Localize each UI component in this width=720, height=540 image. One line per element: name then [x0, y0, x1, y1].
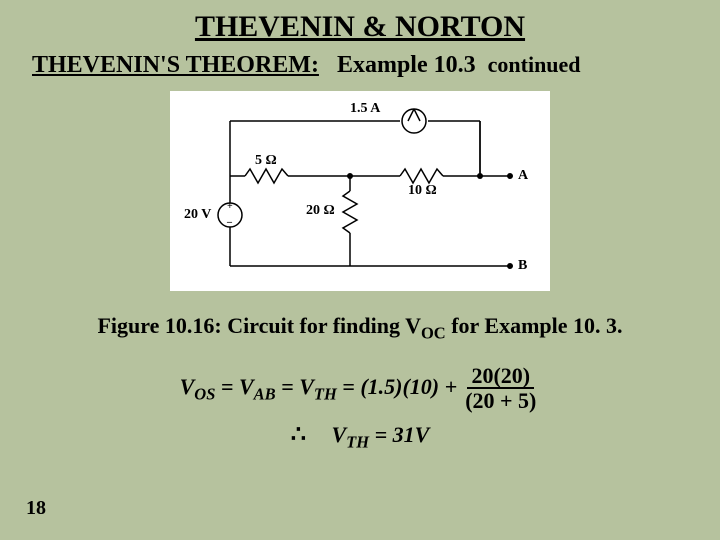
a-label: A	[518, 168, 528, 184]
caption-sub: OC	[421, 323, 446, 342]
v3: V	[299, 374, 314, 399]
v2: V	[239, 374, 254, 399]
circuit-svg	[170, 91, 550, 291]
subtitle: THEVENIN'S THEOREM: Example 10.3 continu…	[0, 44, 720, 79]
figure-caption: Figure 10.16: Circuit for finding VOC fo…	[0, 313, 720, 343]
eq-sign-1: =	[221, 374, 239, 399]
page-title: THEVENIN & NORTON	[0, 0, 720, 44]
caption-pre: Figure 10.16: Circuit for finding V	[97, 313, 421, 338]
equation-1: VOS = VAB = VTH = (1.5)(10) + 20(20) (20…	[100, 365, 620, 413]
equations: VOS = VAB = VTH = (1.5)(10) + 20(20) (20…	[100, 365, 620, 452]
frac-top: 20(20)	[467, 365, 534, 389]
theorem-label: THEVENIN'S THEOREM:	[32, 52, 319, 78]
vs-label: 20 V	[184, 207, 211, 223]
th-sub-2: TH	[346, 432, 369, 451]
r2-label: 20 Ω	[306, 203, 335, 219]
continued-label: continued	[488, 52, 581, 77]
r3-label: 10 Ω	[408, 183, 437, 199]
os-sub: OS	[194, 385, 215, 404]
th-sub: TH	[314, 385, 337, 404]
frac-bot: (20 + 5)	[461, 389, 540, 413]
r1-label: 5 Ω	[255, 153, 277, 169]
b-label: B	[518, 258, 527, 274]
result: = 31V	[375, 422, 430, 447]
eq-p1: = (1.5)(10) +	[342, 374, 457, 399]
minus-label: _	[227, 213, 232, 224]
equation-2: ∴ VTH = 31V	[100, 420, 620, 452]
current-label: 1.5 A	[350, 101, 380, 117]
plus-label: +	[227, 201, 233, 212]
caption-post: for Example 10. 3.	[446, 313, 623, 338]
therefore-icon: ∴	[291, 422, 306, 448]
eq-sign-2: =	[281, 374, 299, 399]
v4: V	[331, 422, 346, 447]
fraction: 20(20) (20 + 5)	[461, 365, 540, 413]
example-label: Example 10.3	[337, 52, 476, 78]
v1: V	[180, 374, 195, 399]
circuit-diagram: 1.5 A 5 Ω 10 Ω 20 Ω 20 V + _ A B	[170, 91, 550, 291]
ab-sub: AB	[254, 385, 276, 404]
slide-number: 18	[26, 497, 46, 520]
